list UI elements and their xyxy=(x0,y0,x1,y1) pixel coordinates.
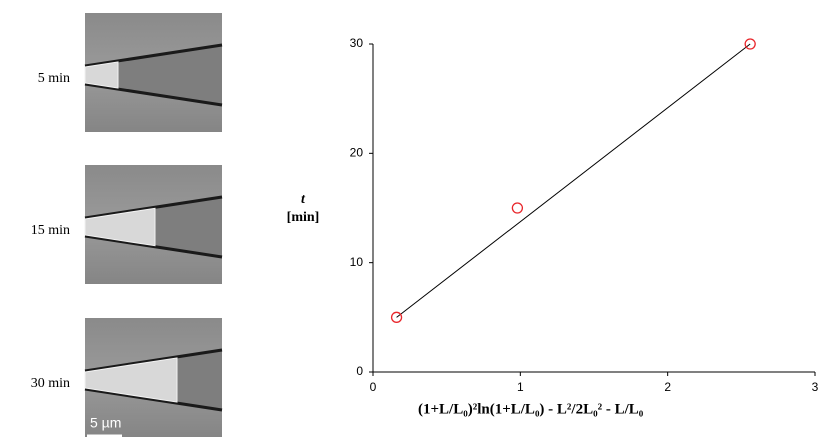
x-axis-label: (1+L/L₀)²ln(1+L/L₀) - L²/2L₀² - L/L₀ xyxy=(418,401,644,417)
panel-label: 15 min xyxy=(31,223,70,238)
data-point xyxy=(390,311,403,323)
channel-wall xyxy=(84,387,223,412)
data-point xyxy=(511,202,524,214)
x-tick-label: 3 xyxy=(812,380,818,394)
data-point xyxy=(744,38,756,50)
x-tick-label: 2 xyxy=(664,380,671,394)
y-axis-label: [min] xyxy=(287,210,320,225)
y-tick-label: 10 xyxy=(350,255,364,269)
y-axis-label: t xyxy=(301,192,306,207)
panel-label: 5 min xyxy=(38,71,70,86)
micrographs xyxy=(84,13,223,437)
panel-label: 30 min xyxy=(31,376,70,391)
channel-wall xyxy=(84,234,223,259)
channel-wall xyxy=(84,82,223,107)
fluid xyxy=(84,61,119,89)
y-tick-label: 0 xyxy=(356,364,363,378)
fit-line xyxy=(396,43,751,318)
x-tick-label: 0 xyxy=(370,380,377,394)
x-tick-label: 1 xyxy=(517,380,524,394)
channel-wall xyxy=(84,348,223,373)
fluid xyxy=(84,207,156,247)
y-tick-label: 20 xyxy=(350,146,364,160)
channel xyxy=(85,45,222,105)
fluid xyxy=(84,357,178,403)
channel-wall xyxy=(84,43,223,68)
channel-wall xyxy=(84,195,223,220)
y-tick-label: 30 xyxy=(350,36,364,50)
scale-bar-label: 5 µm xyxy=(90,415,121,431)
